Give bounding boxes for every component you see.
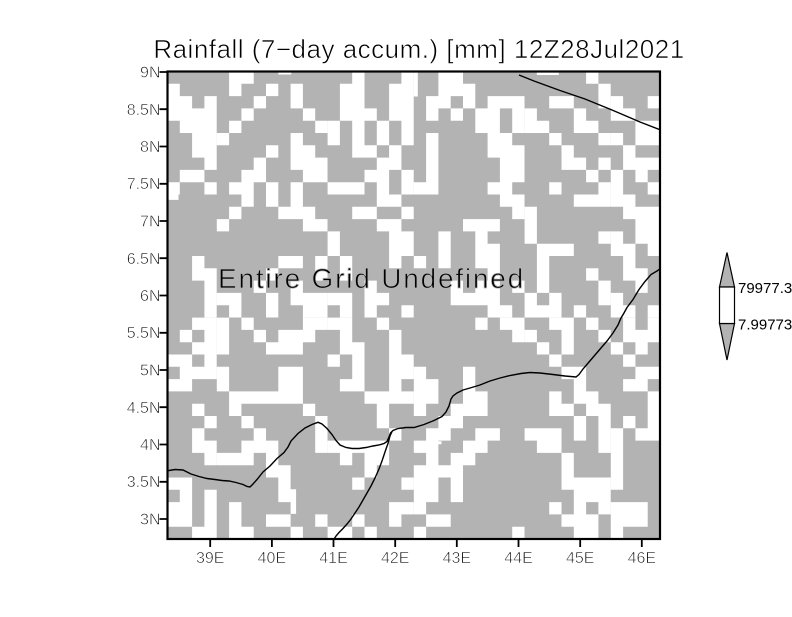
svg-text:7.99773: 7.99773: [738, 317, 792, 334]
svg-text:5.5N: 5.5N: [127, 325, 161, 342]
svg-text:Entire Grid Undefined: Entire Grid Undefined: [218, 263, 525, 294]
svg-text:46E: 46E: [628, 550, 656, 567]
svg-text:7.5N: 7.5N: [127, 176, 161, 193]
svg-text:43E: 43E: [443, 550, 471, 567]
svg-text:6.5N: 6.5N: [127, 251, 161, 268]
svg-text:6N: 6N: [140, 288, 160, 305]
svg-text:7N: 7N: [140, 214, 160, 231]
svg-text:79977.3: 79977.3: [738, 280, 792, 297]
svg-text:42E: 42E: [381, 550, 409, 567]
svg-text:40E: 40E: [258, 550, 286, 567]
svg-text:8.5N: 8.5N: [127, 102, 161, 119]
svg-text:44E: 44E: [504, 550, 532, 567]
svg-text:4N: 4N: [140, 437, 160, 454]
svg-text:3.5N: 3.5N: [127, 474, 161, 491]
svg-text:5N: 5N: [140, 363, 160, 380]
svg-text:45E: 45E: [566, 550, 594, 567]
svg-text:4.5N: 4.5N: [127, 400, 161, 417]
svg-text:8N: 8N: [140, 139, 160, 156]
svg-text:9N: 9N: [140, 65, 160, 82]
svg-text:39E: 39E: [196, 550, 224, 567]
svg-text:3N: 3N: [140, 512, 160, 529]
svg-text:41E: 41E: [319, 550, 347, 567]
svg-text:Rainfall (7−day accum.) [mm] 1: Rainfall (7−day accum.) [mm] 12Z28Jul202…: [153, 34, 684, 64]
